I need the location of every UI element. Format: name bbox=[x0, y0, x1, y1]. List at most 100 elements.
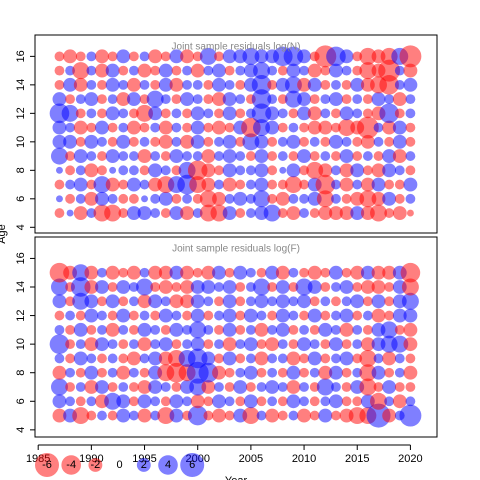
bubble bbox=[214, 179, 224, 190]
bubble bbox=[190, 308, 205, 323]
bubble bbox=[214, 353, 224, 364]
bubble bbox=[235, 208, 246, 218]
bubble bbox=[201, 380, 216, 394]
y-tick-label: 12 bbox=[15, 309, 27, 321]
bubble bbox=[329, 92, 343, 107]
bubble bbox=[107, 410, 118, 421]
bubble bbox=[84, 365, 99, 380]
bubble bbox=[288, 267, 299, 278]
bubble bbox=[359, 349, 377, 367]
bubble bbox=[277, 151, 288, 161]
bubble bbox=[73, 206, 88, 220]
bubble bbox=[405, 122, 416, 133]
bubble bbox=[95, 337, 109, 352]
bubble bbox=[245, 267, 256, 278]
bubble bbox=[136, 278, 154, 296]
bubble bbox=[148, 106, 163, 121]
bubble bbox=[52, 408, 67, 423]
bubble bbox=[245, 165, 256, 176]
legend-bubble bbox=[61, 455, 81, 475]
bubble bbox=[362, 94, 373, 105]
bubble bbox=[297, 92, 311, 107]
bubble bbox=[277, 208, 288, 218]
bubble bbox=[235, 94, 246, 105]
bubble bbox=[105, 322, 120, 337]
bubble bbox=[362, 296, 373, 307]
bubble bbox=[75, 396, 86, 407]
bubble bbox=[245, 193, 256, 204]
bubble bbox=[65, 151, 75, 161]
bubble bbox=[137, 337, 152, 352]
bubble bbox=[63, 134, 78, 149]
bubble bbox=[371, 294, 386, 309]
bubble bbox=[222, 92, 237, 107]
bubble bbox=[129, 367, 139, 378]
bubble bbox=[203, 324, 214, 335]
bubble bbox=[201, 177, 216, 192]
bubble bbox=[55, 195, 63, 203]
plot-frame bbox=[34, 236, 438, 438]
bubble bbox=[107, 310, 118, 321]
bubble bbox=[392, 120, 407, 135]
bubble bbox=[341, 136, 352, 147]
bubble bbox=[309, 296, 320, 307]
bubble bbox=[392, 206, 407, 220]
bubble bbox=[267, 165, 278, 176]
bubble bbox=[286, 63, 301, 78]
bubble bbox=[105, 149, 120, 164]
bubble bbox=[288, 410, 299, 421]
bubble bbox=[180, 206, 195, 220]
legend-label: 4 bbox=[165, 459, 171, 471]
bubble bbox=[116, 394, 131, 409]
bubble bbox=[405, 108, 416, 119]
bubble bbox=[256, 339, 267, 350]
bubble bbox=[97, 94, 107, 105]
bubble bbox=[277, 410, 288, 421]
bubble bbox=[235, 310, 246, 321]
bubble bbox=[253, 119, 271, 137]
bubble bbox=[73, 77, 88, 92]
bubble bbox=[339, 49, 354, 64]
bubble bbox=[148, 294, 163, 309]
bubble bbox=[382, 120, 397, 135]
bubble bbox=[97, 296, 107, 307]
bubble bbox=[403, 308, 418, 323]
bubble bbox=[299, 208, 309, 218]
legend-bubble bbox=[180, 452, 205, 478]
bubble bbox=[137, 380, 152, 394]
bubble bbox=[160, 94, 171, 105]
bubble bbox=[352, 65, 363, 76]
bubble bbox=[49, 334, 70, 354]
bubble bbox=[320, 310, 331, 321]
bubble bbox=[331, 79, 341, 90]
bubble bbox=[279, 166, 287, 174]
bubble bbox=[224, 367, 235, 378]
bubble bbox=[84, 294, 99, 309]
bubble bbox=[263, 204, 281, 222]
legend-label: -4 bbox=[66, 459, 76, 471]
bubble bbox=[352, 324, 363, 335]
bubble bbox=[95, 49, 109, 64]
bubble bbox=[286, 134, 301, 149]
bubble bbox=[86, 353, 97, 364]
bubble bbox=[235, 367, 246, 378]
bubble bbox=[203, 79, 214, 90]
bubble bbox=[148, 351, 163, 366]
bubble bbox=[203, 94, 214, 105]
bubble bbox=[192, 94, 203, 105]
bubble bbox=[318, 322, 333, 337]
bubble bbox=[309, 367, 320, 378]
bubble bbox=[214, 51, 224, 62]
bubble bbox=[341, 79, 352, 90]
bubble bbox=[150, 122, 161, 133]
bubble bbox=[394, 108, 405, 119]
bubble bbox=[72, 292, 90, 310]
bubble bbox=[406, 209, 414, 217]
bubble bbox=[86, 324, 97, 335]
bubble bbox=[320, 267, 331, 278]
bubble bbox=[379, 103, 399, 124]
bubble bbox=[137, 394, 152, 409]
bubble bbox=[129, 193, 139, 204]
bubble bbox=[118, 296, 129, 307]
bubble bbox=[54, 208, 65, 218]
